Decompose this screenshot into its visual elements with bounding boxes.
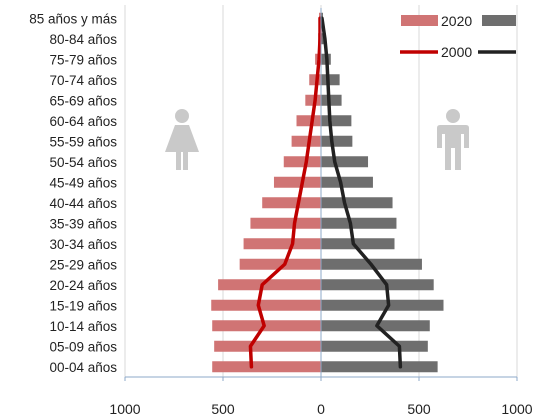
x-tick-label: 0	[317, 401, 325, 417]
lines-2000	[248, 16, 403, 369]
bar-right-40-44 años	[321, 197, 393, 209]
bar-left-30-34 años	[243, 238, 321, 250]
x-tick-label: 1000	[109, 401, 140, 417]
bar-right-55-59 años	[321, 135, 353, 147]
category-label: 25-29 años	[49, 257, 117, 272]
bar-left-10-14 años	[212, 320, 321, 332]
x-tick-label: 500	[211, 401, 235, 417]
category-label: 65-69 años	[49, 93, 117, 108]
bar-left-35-39 años	[250, 217, 321, 229]
x-axis: 1000 500 0 500 1000	[109, 8, 533, 417]
x-tick-label: 500	[407, 401, 431, 417]
category-label: 00-04 años	[49, 360, 117, 375]
category-label: 70-74 años	[49, 73, 117, 88]
bar-left-50-54 años	[283, 156, 321, 168]
bar-right-05-09 años	[321, 340, 428, 352]
bar-left-15-19 años	[211, 299, 321, 311]
bar-left-45-49 años	[273, 176, 321, 188]
line-2000-left	[248, 16, 322, 369]
category-label: 30-34 años	[49, 237, 117, 252]
bar-right-35-39 años	[321, 217, 397, 229]
bar-right-60-64 años	[321, 115, 352, 127]
bar-left-65-69 años	[305, 94, 321, 106]
category-label: 55-59 años	[49, 134, 117, 149]
bar-left-25-29 años	[239, 258, 321, 270]
category-label: 40-44 años	[49, 196, 117, 211]
category-label: 50-54 años	[49, 155, 117, 170]
category-label: 35-39 años	[49, 216, 117, 231]
bar-right-70-74 años	[321, 74, 340, 86]
category-label: 20-24 años	[49, 278, 117, 293]
category-label: 85 años y más	[29, 11, 117, 26]
category-labels: 00-04 años 05-09 años 10-14 años 15-19 años…	[29, 11, 117, 375]
male-person-icon	[437, 109, 469, 170]
category-label: 15-19 años	[49, 298, 117, 313]
category-label: 80-84 años	[49, 32, 117, 47]
bar-right-15-19 años	[321, 299, 444, 311]
legend: 2020 2000	[400, 13, 516, 60]
bar-right-20-24 años	[321, 279, 434, 291]
legend-label-2020: 2020	[441, 13, 472, 29]
bar-right-00-04 años	[321, 361, 438, 373]
line-2000-right	[320, 16, 403, 369]
category-label: 05-09 años	[49, 339, 117, 354]
bar-right-45-49 años	[321, 176, 373, 188]
legend-label-2000: 2000	[441, 44, 472, 60]
bar-left-05-09 años	[214, 340, 321, 352]
category-label: 75-79 años	[49, 52, 117, 67]
legend-swatch-2020-right	[482, 15, 516, 26]
bar-left-55-59 años	[291, 135, 321, 147]
category-label: 10-14 años	[49, 319, 117, 334]
female-person-icon	[165, 109, 199, 170]
bar-right-50-54 años	[321, 156, 369, 168]
x-tick-label: 1000	[501, 401, 532, 417]
bar-right-65-69 años	[321, 94, 342, 106]
bar-left-70-74 años	[309, 74, 321, 86]
person-icons	[165, 109, 469, 170]
bar-left-20-24 años	[218, 279, 321, 291]
category-label: 60-64 años	[49, 114, 117, 129]
legend-swatch-2020-left	[401, 15, 438, 26]
bar-left-60-64 años	[296, 115, 321, 127]
bar-left-40-44 años	[262, 197, 321, 209]
category-label: 45-49 años	[49, 175, 117, 190]
bar-left-00-04 años	[212, 361, 321, 373]
bar-right-30-34 años	[321, 238, 395, 250]
